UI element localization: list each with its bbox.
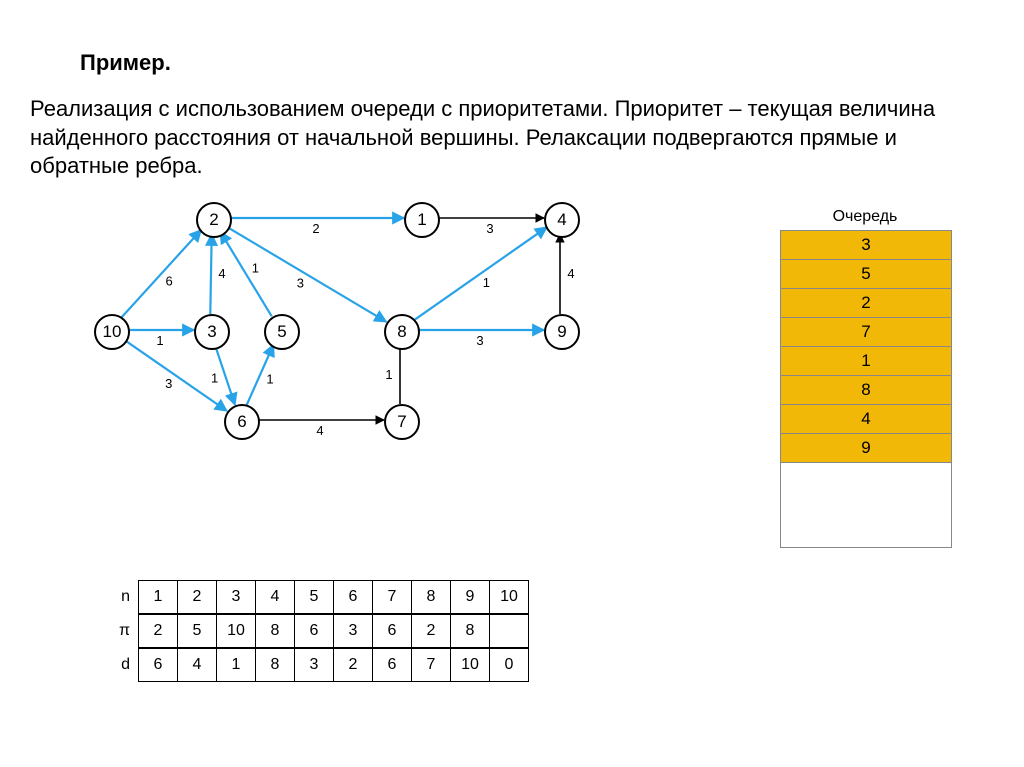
cell-pi-7: 2 xyxy=(412,615,451,648)
edge-weight-6-5: 1 xyxy=(266,371,273,386)
cell-d-2: 1 xyxy=(217,649,256,682)
queue-item-7: 9 xyxy=(781,433,951,462)
edge-weight-8-7: 1 xyxy=(385,367,392,382)
cell-pi-9 xyxy=(490,615,529,648)
edge-5-2 xyxy=(220,232,271,317)
cell-d-8: 10 xyxy=(451,649,490,682)
node-10: 10 xyxy=(94,314,130,350)
queue-title: Очередь xyxy=(780,208,950,226)
node-7: 7 xyxy=(384,404,420,440)
node-9: 9 xyxy=(544,314,580,350)
row-label-pi: π xyxy=(100,622,138,640)
table-row-pi: 2510863628 xyxy=(138,614,529,648)
edge-weight-10-3: 1 xyxy=(156,333,163,348)
cell-n-8: 9 xyxy=(451,581,490,614)
queue-item-6: 4 xyxy=(781,404,951,433)
node-5: 5 xyxy=(264,314,300,350)
row-label-d: d xyxy=(100,656,138,674)
cell-d-5: 2 xyxy=(334,649,373,682)
queue-item-4: 1 xyxy=(781,346,951,375)
table-row-n: 12345678910 xyxy=(138,580,529,614)
edge-weight-8-9: 3 xyxy=(476,333,483,348)
cell-n-7: 8 xyxy=(412,581,451,614)
node-4: 4 xyxy=(544,202,580,238)
cell-d-3: 8 xyxy=(256,649,295,682)
edge-weight-2-8: 3 xyxy=(297,275,304,290)
edge-weight-1-4: 3 xyxy=(486,221,493,236)
data-table-area: n 12345678910 π 2510863628 d 64183267100 xyxy=(100,580,529,682)
cell-pi-4: 6 xyxy=(295,615,334,648)
edge-weight-9-4: 4 xyxy=(567,266,574,281)
description-text: Реализация с использованием очереди с пр… xyxy=(30,95,970,181)
node-6: 6 xyxy=(224,404,260,440)
row-label-n: n xyxy=(100,588,138,606)
cell-n-5: 6 xyxy=(334,581,373,614)
queue: 35271849 xyxy=(780,230,952,548)
cell-n-0: 1 xyxy=(139,581,178,614)
queue-item-3: 7 xyxy=(781,317,951,346)
queue-item-5: 8 xyxy=(781,375,951,404)
edge-weight-10-6: 3 xyxy=(165,376,172,391)
graph-area: 6 1 3 4 1 1 1 4 2 3 3 1 1 3 4 1 2 3 4 5 6 7 8 9 10 xyxy=(80,200,600,580)
cell-d-9: 0 xyxy=(490,649,529,682)
table-row-d: 64183267100 xyxy=(138,648,529,682)
cell-d-0: 6 xyxy=(139,649,178,682)
graph-svg: 6 1 3 4 1 1 1 4 2 3 3 1 1 3 4 xyxy=(80,200,600,580)
queue-item-1: 5 xyxy=(781,259,951,288)
cell-pi-6: 6 xyxy=(373,615,412,648)
node-8: 8 xyxy=(384,314,420,350)
edge-8-4 xyxy=(413,227,547,321)
queue-item-0: 3 xyxy=(781,230,951,259)
edge-weight-6-7: 4 xyxy=(316,423,323,438)
node-2: 2 xyxy=(196,202,232,238)
queue-empty-space xyxy=(781,462,951,547)
edge-weight-5-2: 1 xyxy=(252,260,259,275)
cell-pi-2: 10 xyxy=(217,615,256,648)
edge-weight-8-4: 1 xyxy=(483,275,490,290)
cell-n-9: 10 xyxy=(490,581,529,614)
cell-pi-0: 2 xyxy=(139,615,178,648)
cell-d-7: 7 xyxy=(412,649,451,682)
cell-pi-1: 5 xyxy=(178,615,217,648)
edge-2-8 xyxy=(226,226,387,322)
edge-3-2 xyxy=(210,234,211,314)
cell-n-3: 4 xyxy=(256,581,295,614)
edge-weight-10-2: 6 xyxy=(166,273,173,288)
edge-weight-3-6: 1 xyxy=(211,370,218,385)
cell-d-6: 6 xyxy=(373,649,412,682)
cell-d-1: 4 xyxy=(178,649,217,682)
page-title: Пример. xyxy=(80,50,171,76)
node-3: 3 xyxy=(194,314,230,350)
cell-n-1: 2 xyxy=(178,581,217,614)
cell-pi-8: 8 xyxy=(451,615,490,648)
cell-pi-5: 3 xyxy=(334,615,373,648)
edge-weight-2-1: 2 xyxy=(312,221,319,236)
cell-n-6: 7 xyxy=(373,581,412,614)
queue-item-2: 2 xyxy=(781,288,951,317)
node-1: 1 xyxy=(404,202,440,238)
edge-10-2 xyxy=(121,230,201,318)
cell-d-4: 3 xyxy=(295,649,334,682)
cell-pi-3: 8 xyxy=(256,615,295,648)
cell-n-4: 5 xyxy=(295,581,334,614)
edge-weight-3-2: 4 xyxy=(218,266,225,281)
cell-n-2: 3 xyxy=(217,581,256,614)
